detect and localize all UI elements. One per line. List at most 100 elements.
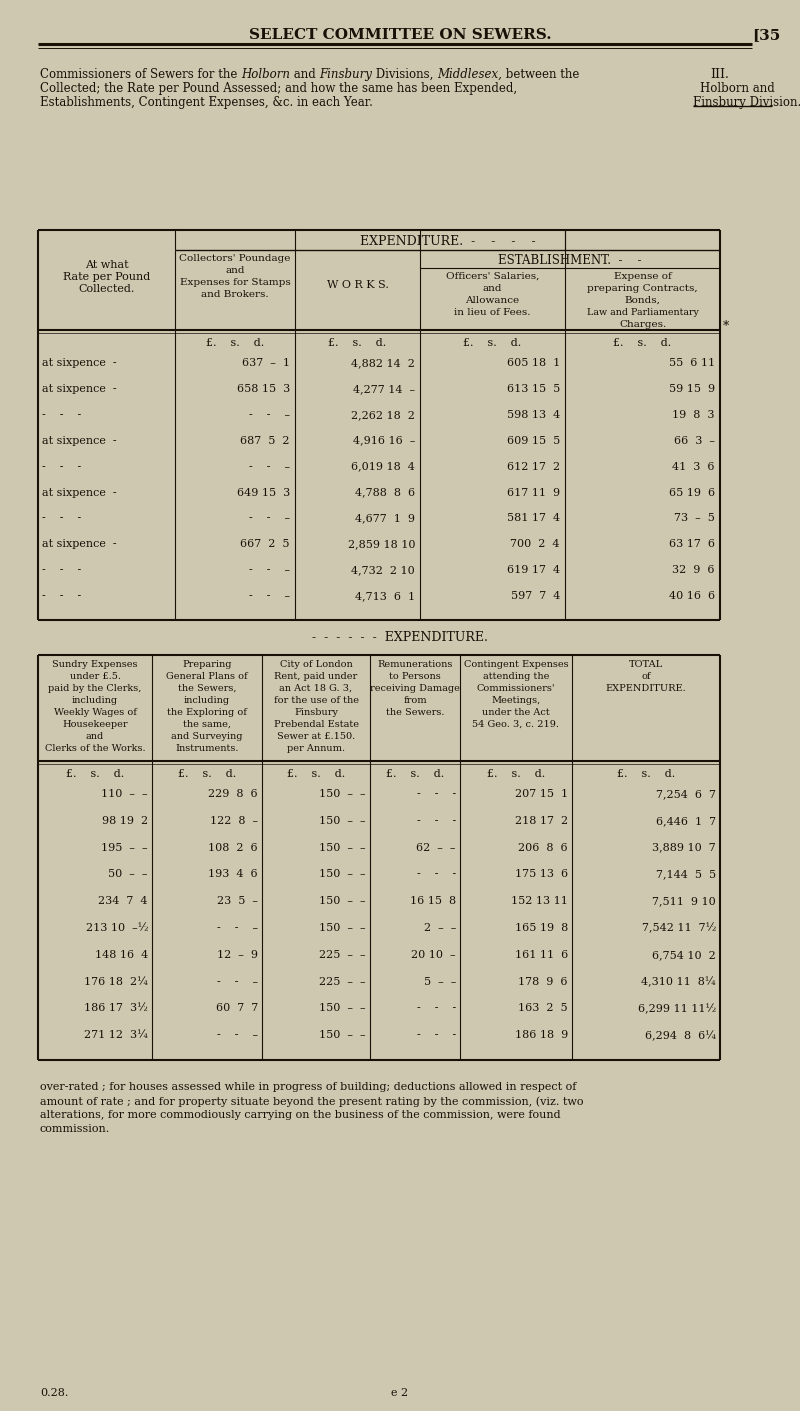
Text: General Plans of: General Plans of [166,672,248,682]
Text: 612 17  2: 612 17 2 [507,461,560,471]
Text: 4,310 11  8¼: 4,310 11 8¼ [642,976,716,988]
Text: 271 12  3¼: 271 12 3¼ [84,1030,148,1040]
Text: 19  8  3: 19 8 3 [673,409,715,420]
Text: 178  9  6: 178 9 6 [518,976,568,986]
Text: £.    s.    d.: £. s. d. [287,769,345,779]
Text: paid by the Clerks,: paid by the Clerks, [48,684,142,693]
Text: Establishments, Contingent Expenses, &c. in each Year.: Establishments, Contingent Expenses, &c.… [40,96,373,109]
Text: -    -    -: - - - [417,1030,456,1040]
Text: Sundry Expenses: Sundry Expenses [52,660,138,669]
Text: 619 17  4: 619 17 4 [507,566,560,576]
Text: Allowance: Allowance [466,296,519,305]
Text: Collected; the Rate per Pound Assessed; and how the same has been Expended,: Collected; the Rate per Pound Assessed; … [40,82,517,95]
Text: 229  8  6: 229 8 6 [208,789,258,799]
Text: 605 18  1: 605 18 1 [506,358,560,368]
Text: 60  7  7: 60 7 7 [216,1003,258,1013]
Text: Divisions,: Divisions, [373,68,438,80]
Text: 0.28.: 0.28. [40,1388,68,1398]
Text: 20 10  –: 20 10 – [411,950,456,959]
Text: EXPENDITURE.  -    -    -    -: EXPENDITURE. - - - - [360,236,535,248]
Text: -    -    -: - - - [417,869,456,879]
Text: 150  –  –: 150 – – [319,923,366,933]
Text: 4,277 14  –: 4,277 14 – [353,384,415,394]
Text: an Act 18 G. 3,: an Act 18 G. 3, [279,684,353,693]
Text: -    -    –: - - – [249,591,290,601]
Text: 617 11  9: 617 11 9 [507,487,560,498]
Text: 150  –  –: 150 – – [319,816,366,825]
Text: 4,677  1  9: 4,677 1 9 [355,514,415,523]
Text: 65 19  6: 65 19 6 [669,487,715,498]
Text: Commissioners of Sewers for the: Commissioners of Sewers for the [40,68,241,80]
Text: 218 17  2: 218 17 2 [515,816,568,825]
Text: of: of [642,672,650,682]
Text: -    -    –: - - – [249,461,290,471]
Text: Holborn: Holborn [241,68,290,80]
Text: 186 17  3½: 186 17 3½ [84,1003,148,1013]
Text: 7,144  5  5: 7,144 5 5 [656,869,716,879]
Text: Commissioners': Commissioners' [477,684,555,693]
Text: 63 17  6: 63 17 6 [669,539,715,549]
Text: attending the: attending the [483,672,549,682]
Text: 2  –  –: 2 – – [424,923,456,933]
Text: Instruments.: Instruments. [175,744,238,753]
Text: -  -  -  -  -  -  EXPENDITURE.: - - - - - - EXPENDITURE. [312,631,488,643]
Text: 6,754 10  2: 6,754 10 2 [652,950,716,959]
Text: over-rated ; for houses assessed while in progress of building; deductions allow: over-rated ; for houses assessed while i… [40,1082,576,1092]
Text: 55  6 11: 55 6 11 [669,358,715,368]
Text: 4,713  6  1: 4,713 6 1 [355,591,415,601]
Text: 6,294  8  6¼: 6,294 8 6¼ [645,1030,716,1041]
Text: Clerks of the Works.: Clerks of the Works. [45,744,146,753]
Text: -    -    –: - - – [249,566,290,576]
Text: 150  –  –: 150 – – [319,1030,366,1040]
Text: 150  –  –: 150 – – [319,842,366,852]
Text: and Surveying: and Surveying [171,732,242,741]
Text: £.    s.    d.: £. s. d. [206,339,264,349]
Text: 54 Geo. 3, c. 219.: 54 Geo. 3, c. 219. [473,720,559,729]
Text: 6,299 11 11½: 6,299 11 11½ [638,1003,716,1015]
Text: 16 15  8: 16 15 8 [410,896,456,906]
Text: -    -    –: - - – [217,1030,258,1040]
Text: Rent, paid under: Rent, paid under [274,672,358,682]
Text: in lieu of Fees.: in lieu of Fees. [454,308,530,317]
Text: 234  7  4: 234 7 4 [98,896,148,906]
Text: Preparing: Preparing [182,660,232,669]
Text: 613 15  5: 613 15 5 [506,384,560,394]
Text: Officers' Salaries,: Officers' Salaries, [446,272,539,281]
Text: and Brokers.: and Brokers. [201,291,269,299]
Text: Finsbury Division.: Finsbury Division. [693,96,800,109]
Text: 213 10  –½: 213 10 –½ [86,923,148,933]
Text: Expenses for Stamps: Expenses for Stamps [180,278,290,286]
Text: 700  2  4: 700 2 4 [510,539,560,549]
Text: -    -    –: - - – [217,923,258,933]
Text: 207 15  1: 207 15 1 [515,789,568,799]
Text: 41  3  6: 41 3 6 [673,461,715,471]
Text: 66  3  –: 66 3 – [674,436,715,446]
Text: 597  7  4: 597 7 4 [510,591,560,601]
Text: Prebendal Estate: Prebendal Estate [274,720,358,729]
Text: for the use of the: for the use of the [274,696,358,706]
Text: 4,916 16  –: 4,916 16 – [353,436,415,446]
Text: -    -    -: - - - [42,409,82,420]
Text: Remunerations: Remunerations [378,660,453,669]
Text: 32  9  6: 32 9 6 [673,566,715,576]
Text: -    -    -: - - - [417,816,456,825]
Text: Sewer at £.150.: Sewer at £.150. [277,732,355,741]
Text: receiving Damage: receiving Damage [370,684,460,693]
Text: the Sewers,: the Sewers, [178,684,236,693]
Text: At what: At what [85,260,128,270]
Text: 2,859 18 10: 2,859 18 10 [347,539,415,549]
Text: Middlesex,: Middlesex, [438,68,502,80]
Text: Finsbury: Finsbury [294,708,338,717]
Text: 7,542 11  7½: 7,542 11 7½ [642,923,716,934]
Text: £.    s.    d.: £. s. d. [66,769,124,779]
Text: Rate per Pound: Rate per Pound [63,272,150,282]
Text: £.    s.    d.: £. s. d. [178,769,236,779]
Text: -    -    -: - - - [42,591,82,601]
Text: to Persons: to Persons [389,672,441,682]
Text: 161 11  6: 161 11 6 [514,950,568,959]
Text: and: and [226,267,245,275]
Text: Charges.: Charges. [619,320,666,329]
Text: £.    s.    d.: £. s. d. [463,339,522,349]
Text: 2,262 18  2: 2,262 18 2 [351,409,415,420]
Text: 687  5  2: 687 5 2 [241,436,290,446]
